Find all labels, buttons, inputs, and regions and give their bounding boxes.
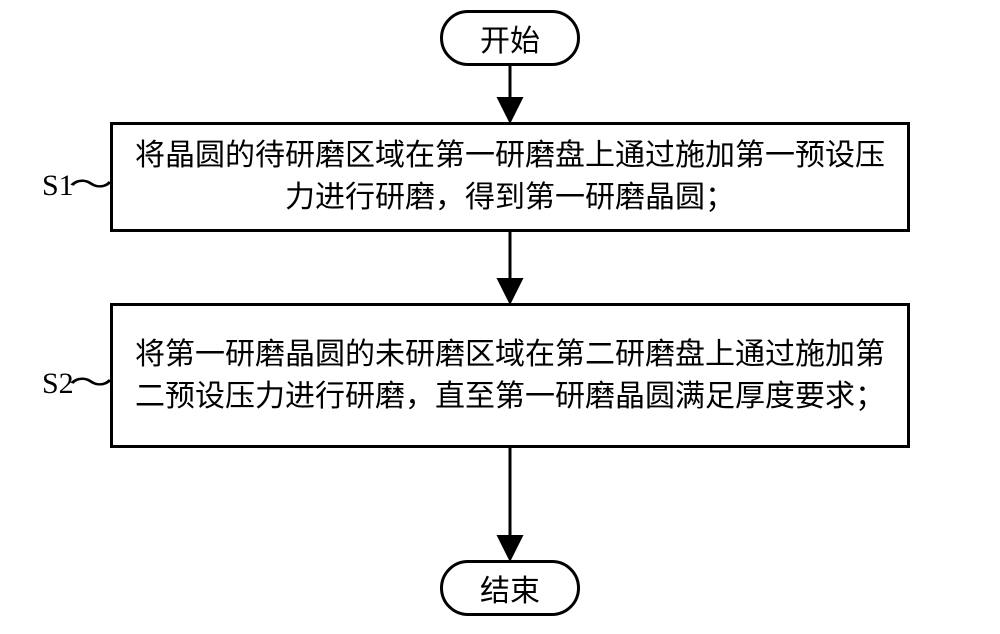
step-label-s1: S1～: [42, 160, 106, 204]
step-label-s2-tilde: ～: [68, 358, 113, 402]
end-label: 结束: [480, 566, 540, 610]
start-node: 开始: [440, 10, 580, 66]
step-label-s2: S2～: [42, 358, 106, 402]
process-s1-text: 将晶圆的待研磨区域在第一研磨盘上通过施加第一预设压力进行研磨，得到第一研磨晶圆；: [133, 135, 887, 219]
flowchart-container: 开始 将晶圆的待研磨区域在第一研磨盘上通过施加第一预设压力进行研磨，得到第一研磨…: [0, 0, 1000, 634]
start-label: 开始: [480, 16, 540, 60]
process-s2-node: 将第一研磨晶圆的未研磨区域在第二研磨盘上通过施加第二预设压力进行研磨，直至第一研…: [110, 303, 910, 448]
process-s2-text: 将第一研磨晶圆的未研磨区域在第二研磨盘上通过施加第二预设压力进行研磨，直至第一研…: [133, 334, 887, 418]
end-node: 结束: [440, 560, 580, 616]
step-label-s1-tilde: ～: [68, 160, 113, 204]
process-s1-node: 将晶圆的待研磨区域在第一研磨盘上通过施加第一预设压力进行研磨，得到第一研磨晶圆；: [110, 122, 910, 232]
